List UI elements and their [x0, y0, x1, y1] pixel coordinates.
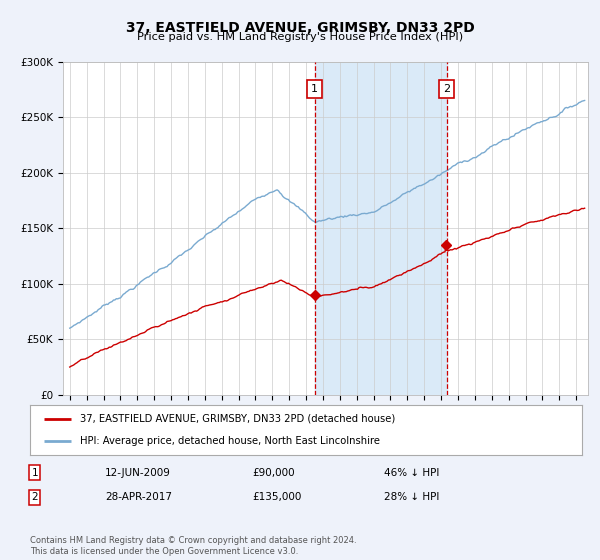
Text: 28% ↓ HPI: 28% ↓ HPI — [384, 492, 439, 502]
Text: 1: 1 — [311, 85, 318, 95]
Text: 2: 2 — [31, 492, 38, 502]
Text: 28-APR-2017: 28-APR-2017 — [105, 492, 172, 502]
Text: 12-JUN-2009: 12-JUN-2009 — [105, 468, 171, 478]
Text: 2: 2 — [443, 85, 451, 95]
Text: £135,000: £135,000 — [252, 492, 301, 502]
Text: HPI: Average price, detached house, North East Lincolnshire: HPI: Average price, detached house, Nort… — [80, 436, 380, 446]
Text: 37, EASTFIELD AVENUE, GRIMSBY, DN33 2PD (detached house): 37, EASTFIELD AVENUE, GRIMSBY, DN33 2PD … — [80, 414, 395, 424]
Text: 37, EASTFIELD AVENUE, GRIMSBY, DN33 2PD: 37, EASTFIELD AVENUE, GRIMSBY, DN33 2PD — [125, 21, 475, 35]
Text: 46% ↓ HPI: 46% ↓ HPI — [384, 468, 439, 478]
Text: 1: 1 — [31, 468, 38, 478]
Bar — [314, 62, 447, 395]
Bar — [576, 62, 588, 395]
Text: Price paid vs. HM Land Registry's House Price Index (HPI): Price paid vs. HM Land Registry's House … — [137, 32, 463, 43]
Text: £90,000: £90,000 — [252, 468, 295, 478]
Text: Contains HM Land Registry data © Crown copyright and database right 2024.
This d: Contains HM Land Registry data © Crown c… — [30, 536, 356, 556]
